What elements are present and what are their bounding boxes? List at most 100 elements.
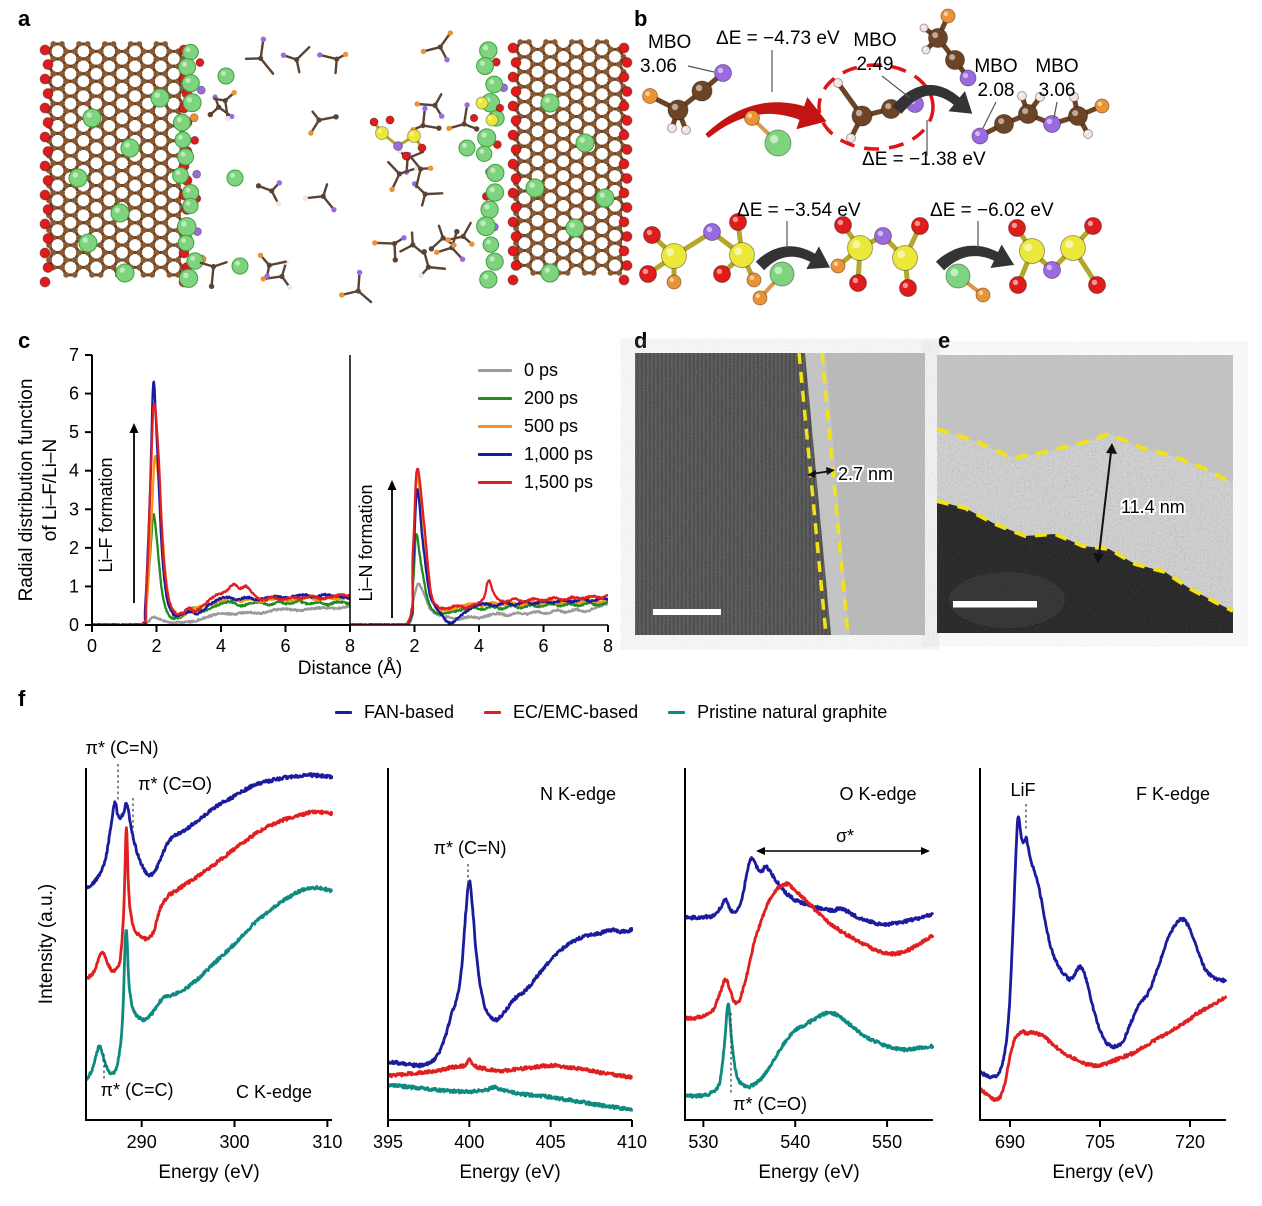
legend-item: 1,500 ps — [478, 472, 593, 493]
legend-label: FAN-based — [364, 702, 455, 722]
legend-swatch — [478, 396, 512, 401]
fluorine-atom — [975, 287, 991, 303]
label-dE2: ΔE = −1.38 eV — [862, 149, 986, 170]
sei-boundary-line-outer — [820, 352, 850, 636]
x-tick-label: 4 — [216, 636, 226, 656]
hydrogen-atom — [1017, 91, 1027, 101]
x-tick-label: 720 — [1175, 1132, 1205, 1152]
x-tick-label: 400 — [454, 1132, 484, 1152]
sei-layer-left — [172, 43, 207, 288]
x-tick-label: 310 — [312, 1132, 342, 1152]
annotation-label: π* (C=C) — [101, 1080, 174, 1100]
pointer-line — [982, 101, 997, 129]
annotation-label: π* (C=O) — [733, 1094, 807, 1114]
formation-label: Li–F formation — [96, 457, 116, 572]
x-tick-label: 8 — [345, 636, 355, 656]
lithium-atom — [945, 263, 971, 289]
rdf-panel-li-f: 0 2 4 6 8 0 1 2 3 4 5 6 7 Li–F formation — [69, 345, 355, 656]
panel-label-b: b — [634, 6, 648, 31]
hydrogen-atom — [833, 78, 843, 88]
fluorine-atom — [940, 8, 956, 24]
series-line — [350, 488, 608, 625]
reaction-row-1 — [642, 8, 1110, 157]
oxygen-atom — [1008, 219, 1026, 237]
reaction-arrow-black-3 — [935, 244, 1015, 271]
tem-d-regions — [635, 353, 925, 635]
sei-layer-right — [469, 41, 509, 289]
panel-a-md-simulation — [39, 30, 633, 304]
legend-swatch — [478, 368, 512, 373]
y-tick-label: 5 — [69, 422, 79, 442]
x-tick-label: 290 — [127, 1132, 157, 1152]
annotation-label: F K-edge — [1136, 784, 1210, 804]
x-tick-label: 395 — [373, 1132, 403, 1152]
series-line — [981, 995, 1227, 1103]
rdf-panel-li-n: 2 4 6 8 Li–N formation — [349, 355, 613, 656]
panel-label-d: d — [634, 328, 648, 353]
label-mbo_a_value: 3.06 — [640, 56, 677, 77]
lithium-atom — [764, 129, 792, 157]
legend-swatch — [335, 710, 352, 715]
legend-item: 1,000 ps — [478, 444, 593, 465]
reaction-arrow-black-2 — [755, 246, 831, 271]
panel-c-rdf-chart: 0 2 4 6 8 0 1 2 3 4 5 6 7 Li–F formation 2 4 6 8 Li–N form… — [16, 345, 613, 679]
label-mbo_c_value: 2.08 — [978, 80, 1015, 101]
carbon-atom — [691, 80, 713, 102]
annotation-label: σ* — [836, 826, 854, 846]
fluorine-atom — [744, 110, 760, 126]
oxygen-atom — [1088, 276, 1106, 294]
legend-item: 200 ps — [478, 388, 593, 409]
series-line — [92, 454, 350, 625]
annotation-label: N K-edge — [540, 784, 616, 804]
annotation-label: π* (C=N) — [434, 838, 507, 858]
nitrogen-atom — [971, 127, 989, 145]
legend-item: Pristine natural graphite — [668, 702, 887, 723]
thickness-label-e: 11.4 nm — [1121, 497, 1185, 517]
carbon-atom — [928, 28, 948, 48]
nitrogen-atom — [714, 64, 732, 82]
nitrogen-atom — [1043, 261, 1061, 279]
y-tick-label: 6 — [69, 384, 79, 404]
series-line — [686, 856, 934, 927]
sulfur-atom — [1060, 235, 1086, 261]
fluorine-atom — [1094, 98, 1110, 114]
y-tick-label: 3 — [69, 499, 79, 519]
pointer-line — [1053, 101, 1058, 119]
series-line — [686, 881, 934, 1021]
pointer-line — [881, 75, 911, 99]
series-line — [389, 1082, 633, 1112]
annotation-label: LiF — [1010, 780, 1035, 800]
panel-label-e: e — [938, 328, 951, 353]
series-line — [350, 533, 608, 625]
series-line — [389, 1057, 633, 1080]
label-dE4: ΔE = −6.02 eV — [930, 200, 1054, 221]
reaction-arrow-red — [705, 96, 827, 138]
annotation-label: O K-edge — [839, 784, 916, 804]
x-tick-label: 2 — [409, 636, 419, 656]
y-tick-label: 1 — [69, 576, 79, 596]
carbon-atom — [1018, 104, 1038, 124]
oxygen-atom — [1084, 217, 1102, 235]
fluorine-atom — [752, 290, 768, 306]
label-dE3: ΔE = −3.54 eV — [737, 200, 861, 221]
radical-highlight-ellipse — [817, 63, 935, 151]
legend-swatch — [668, 710, 686, 715]
legend-label: 1,500 ps — [524, 472, 594, 492]
oxygen-atom — [643, 226, 661, 244]
carbon-atom — [1068, 106, 1088, 126]
panel-d-tem-image: 2.7 nm — [635, 352, 925, 636]
panel-label-f: f — [18, 686, 26, 711]
chart-f-kedge: 690 705 720 Energy (eV) F K-edge LiF — [979, 768, 1227, 1183]
fluorine-atom — [830, 258, 846, 274]
chart-n-kedge: 395 400 405 410 Energy (eV) N K-edge π* (C=N) — [373, 768, 647, 1183]
x-tick-label: 2 — [151, 636, 161, 656]
x-tick-label: 6 — [280, 636, 290, 656]
hydrogen-atom — [919, 23, 929, 33]
panel-b-reaction-schemes: MBO 3.06 ΔE = −4.73 eV MBO 2.49 ΔE = −1.38 eV… — [639, 8, 1110, 306]
carbon-atom — [945, 50, 965, 70]
x-axis-title: Energy (eV) — [1052, 1162, 1153, 1183]
legend-label: 1,000 ps — [524, 444, 594, 464]
x-tick-label: 705 — [1085, 1132, 1115, 1152]
reaction-arrow-black-1 — [892, 85, 973, 114]
label-mbo_d_title: MBO — [1035, 56, 1078, 77]
